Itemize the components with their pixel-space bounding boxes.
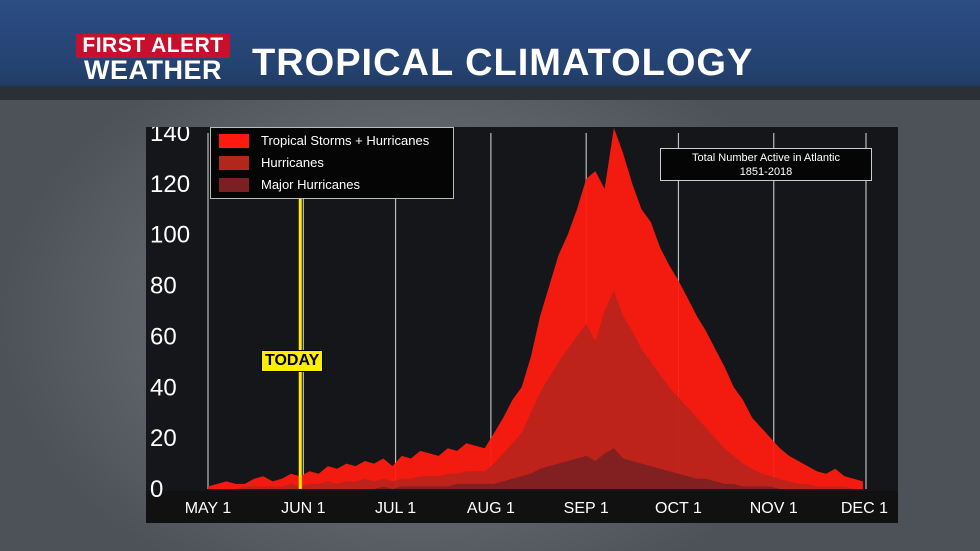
legend-label-hurricanes: Hurricanes <box>261 155 324 170</box>
legend-swatch-ts <box>219 134 249 148</box>
y-tick-label-2: 40 <box>150 374 177 401</box>
y-tick-label-6: 120 <box>150 171 190 198</box>
area-major-hurricanes <box>208 448 863 489</box>
y-tick-label-4: 80 <box>150 273 177 300</box>
x-tick-label-7: DEC 1 <box>841 500 888 517</box>
x-tick-label-4: SEP 1 <box>564 500 609 517</box>
y-tick-label-1: 20 <box>150 425 177 452</box>
x-tick-label-0: MAY 1 <box>185 500 232 517</box>
logo-first-alert: FIRST ALERT <box>76 34 230 58</box>
logo-weather: WEATHER <box>84 55 222 85</box>
area-ts-hurricanes <box>208 127 863 490</box>
today-label: TODAY <box>261 350 324 372</box>
x-tick-label-5: OCT 1 <box>655 500 702 517</box>
data-source-note: Total Number Active in Atlantic 1851-201… <box>660 148 872 181</box>
note-line-1: Total Number Active in Atlantic <box>692 152 840 164</box>
legend-swatch-hurricanes <box>219 156 249 170</box>
legend-item-major: Major Hurricanes <box>219 175 449 195</box>
x-tick-label-1: JUN 1 <box>281 500 326 517</box>
header-divider <box>0 86 980 100</box>
x-tick-label-3: AUG 1 <box>467 500 515 517</box>
x-axis-band <box>146 491 898 523</box>
legend: Tropical Storms + Hurricanes Hurricanes … <box>210 127 454 199</box>
note-line-2: 1851-2018 <box>739 166 793 178</box>
legend-swatch-major <box>219 178 249 192</box>
legend-item-hurricanes: Hurricanes <box>219 153 449 173</box>
legend-item-ts: Tropical Storms + Hurricanes <box>219 131 449 151</box>
x-tick-label-6: NOV 1 <box>750 500 798 517</box>
legend-label-major: Major Hurricanes <box>261 177 360 192</box>
y-tick-label-7: 140 <box>150 127 190 147</box>
y-tick-label-0: 0 <box>150 476 163 503</box>
y-tick-label-5: 100 <box>150 222 190 249</box>
x-tick-label-2: JUL 1 <box>375 500 416 517</box>
page-title: TROPICAL CLIMATOLOGY <box>252 42 754 84</box>
area-hurricanes <box>208 290 863 489</box>
legend-label-ts: Tropical Storms + Hurricanes <box>261 133 430 148</box>
y-tick-label-3: 60 <box>150 323 177 350</box>
